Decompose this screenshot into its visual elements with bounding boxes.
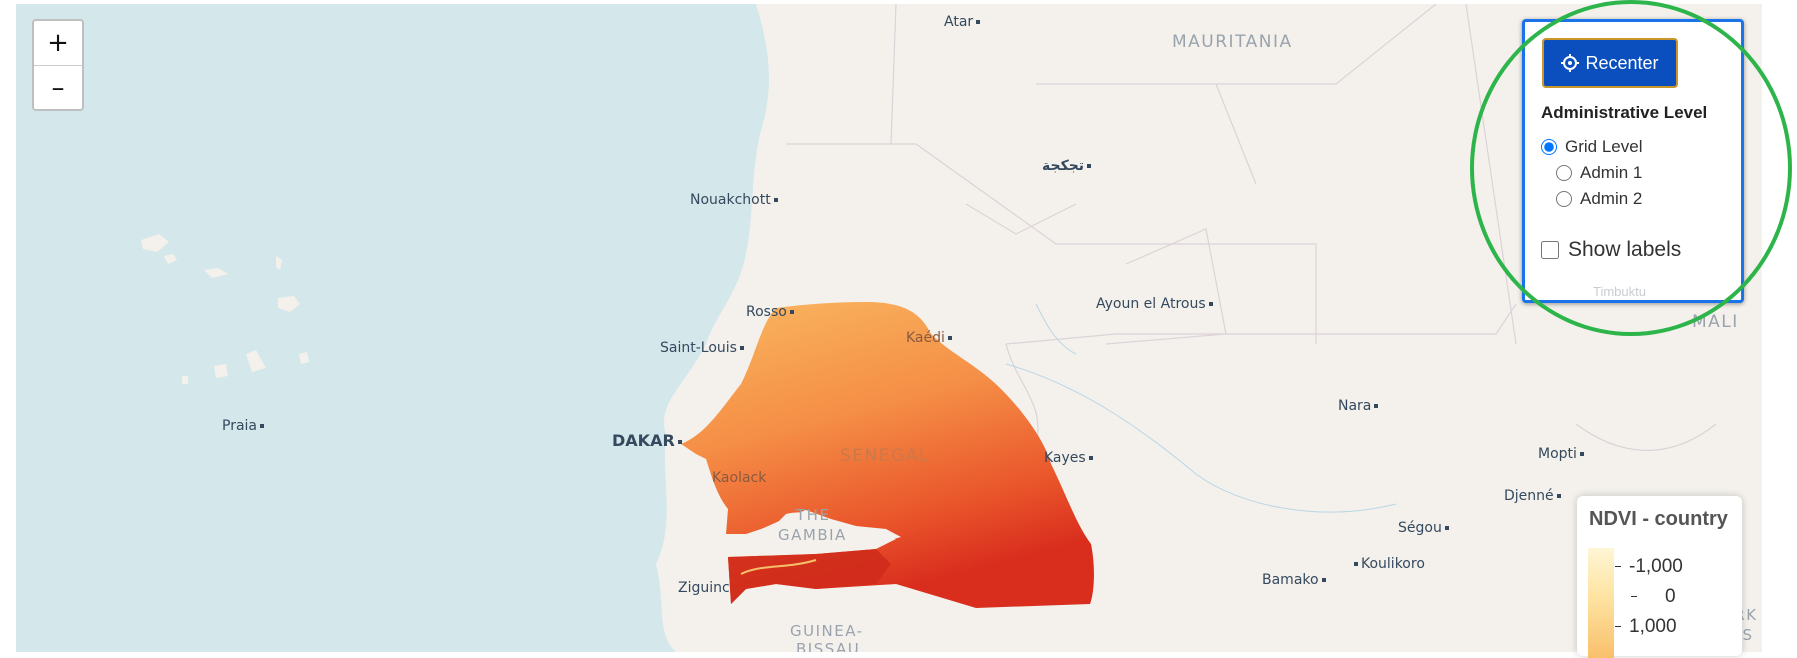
option-label: Grid Level bbox=[1565, 137, 1643, 156]
city-ziguinchor: Ziguinc bbox=[678, 580, 730, 596]
zoom-control: + – bbox=[32, 19, 84, 111]
legend-color-ramp bbox=[1588, 548, 1614, 658]
city-kaolack: Kaolack bbox=[712, 470, 767, 486]
city-koulikoro: Koulikoro bbox=[1354, 556, 1425, 572]
ndvi-legend: NDVI - country -1,000 0 1,000 bbox=[1577, 496, 1742, 658]
casamance-raster bbox=[728, 549, 891, 604]
senegal-ndvi-raster bbox=[681, 302, 1094, 608]
city-nara: Nara bbox=[1338, 398, 1379, 414]
map-canvas[interactable]: MAURITANIA SENEGAL THE GAMBIA GUINEA- BI… bbox=[16, 4, 1762, 652]
city-ayoun-el-atrous: Ayoun el Atrous bbox=[1096, 296, 1213, 312]
city-nouakchott: Nouakchott bbox=[690, 192, 778, 208]
country-label-senegal: SENEGAL bbox=[840, 446, 930, 466]
legend-title: NDVI - country bbox=[1589, 508, 1728, 530]
option-admin-2[interactable]: Admin 2 bbox=[1556, 189, 1642, 209]
option-label: Admin 1 bbox=[1580, 163, 1643, 182]
basemap bbox=[16, 4, 1717, 652]
radio-admin-2[interactable] bbox=[1556, 191, 1572, 207]
gambia-cutout bbox=[746, 510, 901, 552]
option-admin-1[interactable]: Admin 1 bbox=[1556, 163, 1642, 183]
legend-tick: 1,000 bbox=[1615, 616, 1677, 638]
city-praia: Praia bbox=[222, 418, 264, 434]
show-labels-toggle[interactable]: Show labels bbox=[1541, 238, 1681, 262]
admin-level-title: Administrative Level bbox=[1541, 103, 1708, 122]
crosshair-icon bbox=[1561, 54, 1580, 72]
city-dakar: DAKAR bbox=[612, 431, 682, 450]
rivers bbox=[1005, 303, 1397, 513]
country-label-gambia-line2: GAMBIA bbox=[778, 526, 847, 544]
city-bamako: Bamako bbox=[1262, 572, 1326, 588]
recenter-label: Recenter bbox=[1585, 52, 1659, 73]
country-label-guinea-bissau-line1: GUINEA- bbox=[790, 622, 864, 640]
country-label-mali: MALI bbox=[1692, 312, 1739, 332]
cape-verde-islands bbox=[141, 234, 309, 384]
country-label-guinea-bissau-line2: BISSAU bbox=[796, 640, 861, 652]
city-saint-louis: Saint-Louis bbox=[660, 340, 744, 356]
city-kayes: Kayes bbox=[1044, 450, 1093, 466]
city-rosso: Rosso bbox=[746, 304, 794, 320]
atlantic-ocean bbox=[16, 4, 769, 652]
radio-admin-1[interactable] bbox=[1556, 165, 1572, 181]
city-tidjikja: تجكجة bbox=[1042, 158, 1092, 174]
option-label: Admin 2 bbox=[1580, 189, 1643, 208]
legend-tick: 0 bbox=[1631, 586, 1676, 608]
city-segou: Ségou bbox=[1398, 520, 1449, 536]
city-mopti: Mopti bbox=[1538, 446, 1584, 462]
city-atar: Atar bbox=[944, 14, 981, 30]
show-labels-checkbox[interactable] bbox=[1541, 241, 1559, 259]
city-djenne: Djenné bbox=[1504, 488, 1561, 504]
zoom-out-button[interactable]: – bbox=[34, 65, 82, 109]
legend-tick: -1,000 bbox=[1615, 556, 1683, 578]
show-labels-label: Show labels bbox=[1568, 238, 1682, 261]
city-timbuktu: Timbuktu bbox=[1593, 284, 1646, 299]
casamance-river bbox=[740, 559, 817, 575]
option-grid-level[interactable]: Grid Level bbox=[1541, 137, 1642, 157]
country-label-mauritania: MAURITANIA bbox=[1172, 32, 1293, 52]
control-panel: Recenter Administrative Level Grid Level… bbox=[1522, 19, 1744, 303]
zoom-in-button[interactable]: + bbox=[34, 21, 82, 65]
radio-grid-level[interactable] bbox=[1541, 139, 1557, 155]
city-kaedi: Kaédi bbox=[906, 330, 952, 346]
recenter-button[interactable]: Recenter bbox=[1542, 38, 1678, 88]
country-label-gambia-line1: THE bbox=[796, 506, 831, 524]
